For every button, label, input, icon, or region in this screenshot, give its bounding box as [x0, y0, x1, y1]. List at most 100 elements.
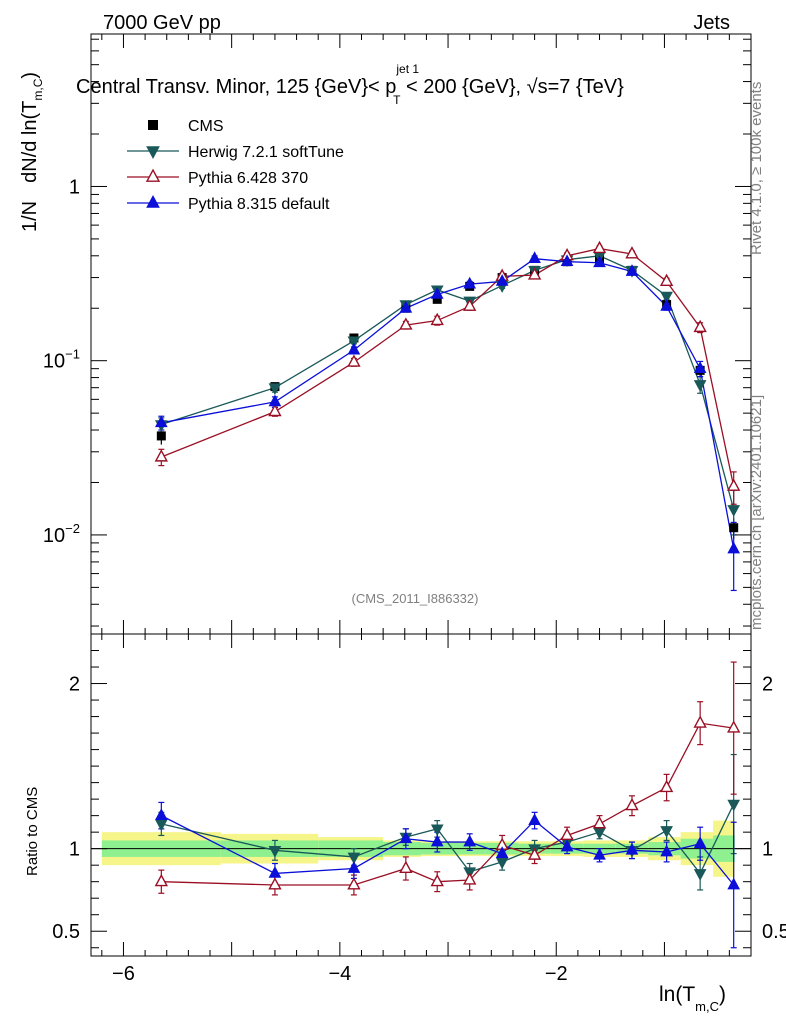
- ratio-point: [399, 831, 413, 844]
- ratio-point: [430, 834, 444, 847]
- ratio-point: [593, 847, 606, 860]
- ratio-point: [660, 844, 673, 857]
- data-point: [268, 403, 282, 417]
- ratio-point: [727, 799, 741, 812]
- series-line-main: [161, 247, 735, 487]
- header-right: Jets: [693, 12, 730, 34]
- data-point: [727, 541, 741, 554]
- ratio-point: [154, 819, 168, 832]
- data-point: [430, 312, 444, 326]
- ratio-point: [268, 845, 282, 858]
- data-point: [399, 300, 413, 313]
- axis-ticks: −6 −4 −2 10−2 10−1 1 0.5 0.5 1 1 2 2: [43, 34, 786, 985]
- ratio-point: [625, 842, 639, 855]
- data-point: [347, 336, 361, 349]
- data-point: [625, 246, 639, 259]
- ratio-point: [693, 836, 707, 849]
- ratio-tick-label-right: 1: [762, 839, 773, 861]
- ratio-point: [347, 852, 361, 865]
- data-point: [693, 319, 707, 333]
- ratio-point: [625, 797, 639, 811]
- ratio-point: [693, 715, 707, 728]
- series-line-main: [161, 258, 735, 550]
- y-tick-label: 10−1: [43, 347, 80, 373]
- ratio-point: [268, 877, 282, 890]
- ratio-point: [727, 877, 741, 890]
- ratio-point: [528, 813, 541, 825]
- data-point: [154, 449, 169, 462]
- legend-marker: [148, 120, 158, 130]
- data-point: [156, 431, 166, 441]
- data-point: [693, 361, 707, 374]
- data-point: [268, 383, 282, 396]
- rivet-version-text: Rivet 4.1.0, ≥ 100k events: [748, 82, 765, 255]
- ratio-point: [463, 834, 477, 847]
- legend-marker: [146, 195, 160, 208]
- x-tick-label: −6: [112, 963, 135, 985]
- x-tick-label: −4: [328, 963, 351, 985]
- ratio-point: [430, 873, 444, 887]
- series-markers: [154, 240, 741, 890]
- data-point: [399, 317, 413, 330]
- ratio-point: [399, 860, 413, 874]
- ratio-tick-label-right: 0.5: [762, 921, 786, 943]
- data-point: [463, 276, 477, 289]
- ratio-tick-label: 0.5: [52, 921, 80, 943]
- header-left: 7000 GeV pp: [103, 12, 221, 34]
- y-tick-label: 10−2: [43, 521, 80, 547]
- ratio-axis-label: Ratio to CMS: [24, 787, 41, 876]
- ratio-plot-frame: [90, 633, 752, 957]
- data-point: [625, 264, 639, 276]
- data-point: [592, 240, 607, 254]
- legend-marker: [146, 146, 160, 159]
- data-point: [593, 255, 606, 268]
- legend: CMS Herwig 7.2.1 softTune Pythia 6.428 370…: [127, 118, 344, 213]
- data-point: [660, 299, 673, 311]
- ratio-point: [592, 816, 607, 829]
- x-axis-label: ln(Tm,C): [659, 983, 726, 1014]
- legend-label: Pythia 6.428 370: [188, 170, 308, 187]
- data-point: [727, 505, 741, 517]
- ratio-point: [463, 872, 477, 885]
- ratio-tick-label: 1: [69, 839, 80, 861]
- ratio-point: [154, 808, 168, 820]
- series-lines: [161, 247, 735, 886]
- ratio-tick-label-right: 2: [762, 674, 773, 696]
- legend-marker: [145, 168, 161, 182]
- ratio-point: [727, 720, 741, 733]
- ratio-point: [693, 869, 707, 881]
- ratio-point: [659, 779, 674, 793]
- data-point: [693, 380, 707, 392]
- series-line-ratio: [161, 815, 735, 886]
- data-point: [528, 251, 541, 264]
- series-line-main: [161, 255, 735, 510]
- ratio-point: [660, 826, 673, 838]
- ratio-point: [527, 847, 542, 860]
- mcplots-text: mcplots.cern.ch [arXiv:2401.10621]: [748, 395, 765, 630]
- ratio-point: [430, 824, 444, 837]
- data-point: [659, 273, 674, 286]
- data-point: [495, 274, 509, 286]
- data-point: [154, 415, 168, 428]
- ratio-point: [268, 866, 282, 878]
- data-point: [727, 478, 741, 491]
- series-line-ratio: [161, 803, 735, 875]
- ratio-point: [154, 873, 169, 887]
- ratio-point: [347, 877, 361, 890]
- x-tick-label: −2: [545, 963, 568, 985]
- data-point: [527, 267, 542, 280]
- ratio-point: [560, 827, 574, 841]
- legend-label: Pythia 8.315 default: [188, 196, 330, 213]
- ratio-point: [495, 846, 509, 858]
- ratio-tick-label: 2: [69, 674, 80, 696]
- analysis-watermark: (CMS_2011_I886332): [352, 591, 479, 606]
- y-tick-label: 1: [69, 176, 80, 198]
- data-point: [463, 298, 477, 311]
- data-point: [347, 342, 361, 355]
- data-point: [268, 394, 282, 407]
- data-point: [560, 254, 574, 267]
- plot-title: Central Transv. Minor, 125 {GeV}< pjet 1…: [76, 62, 624, 107]
- legend-label: Herwig 7.2.1 softTune: [188, 144, 344, 161]
- data-point: [729, 523, 739, 533]
